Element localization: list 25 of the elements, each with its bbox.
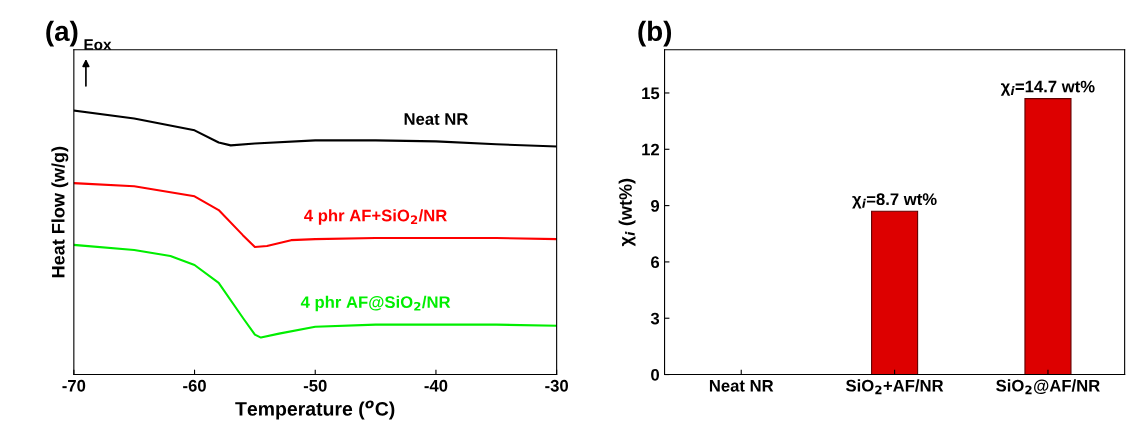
x-axis-title: Temperature ($^{o}$C) xyxy=(235,400,395,420)
data-label: χ$_{i}$=8.7 wt% xyxy=(852,193,937,209)
x-tick-label: -60 xyxy=(183,379,206,392)
y-axis-title: χ$_{i}$ (wt%) xyxy=(618,178,636,247)
y-tick-label: 3 xyxy=(650,312,660,325)
y-tick-label: 12 xyxy=(642,143,660,156)
y-tick-label: 9 xyxy=(651,200,660,212)
data-label: χ$_{i}$=14.7 wt% xyxy=(1000,80,1095,96)
text: (b) xyxy=(638,20,672,47)
x-tick-label: SiO$_{2}$@AF/NR xyxy=(996,379,1100,395)
x-tick-label: SiO$_{2}$+AF/NR xyxy=(846,379,944,395)
x-tick-label: Neat NR xyxy=(709,380,774,392)
text: Eox xyxy=(84,39,112,51)
y-axis-title: Heat Flow (w/g) xyxy=(51,146,69,278)
y-tick-label: 6 xyxy=(651,256,660,269)
y-tick-label: 15 xyxy=(642,87,660,100)
x-tick-label: -70 xyxy=(62,379,86,392)
text: (a) xyxy=(46,20,78,47)
x-tick-label: -30 xyxy=(545,379,568,392)
series-label: 4 phr AF+SiO$_{2}$/NR xyxy=(304,209,447,225)
y-tick-label: 0 xyxy=(651,368,660,381)
x-tick-label: -40 xyxy=(424,379,448,392)
series-label: Neat NR xyxy=(404,113,469,125)
x-tick-label: -50 xyxy=(303,379,327,392)
series-label: 4 phr AF@SiO$_{2}$/NR xyxy=(300,295,451,312)
